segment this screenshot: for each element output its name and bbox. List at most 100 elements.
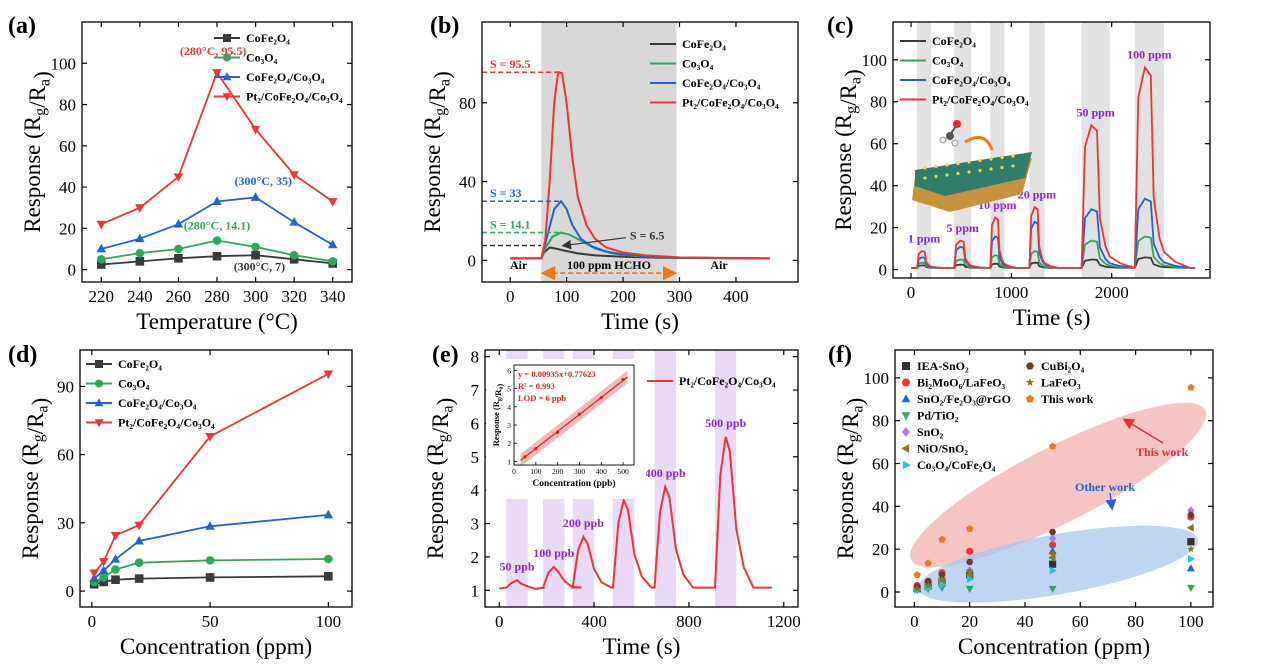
x-tick-label: 40 <box>1016 612 1033 631</box>
annotation: (280°C, 14.1) <box>184 218 250 232</box>
inset-y-tick-label: 1 <box>507 457 511 466</box>
data-point <box>134 558 144 567</box>
data-point <box>174 244 183 254</box>
data-point <box>205 556 215 565</box>
data-point <box>965 585 974 594</box>
data-point <box>1049 541 1057 549</box>
data-point <box>1187 545 1195 553</box>
y-tick-label: 40 <box>870 177 887 196</box>
legend-label: CoFe₂O₄/Co₃O₄ <box>118 396 197 410</box>
y-axis-label: Response (Rg/Ra) <box>420 71 455 233</box>
panel-b: S = 95.5 S = 33 S = 14.1 S = 6.5 100 ppm HCH… <box>420 21 799 334</box>
panel-label: (f) <box>828 342 852 368</box>
y-tick-label: 40 <box>459 173 476 192</box>
data-point <box>205 432 215 442</box>
legend-marker <box>223 34 231 42</box>
inset-x-tick-label: 200 <box>552 467 564 476</box>
legend-marker <box>222 93 232 102</box>
legend-marker <box>901 394 911 403</box>
data-point <box>1049 566 1057 575</box>
x-tick-label: 0 <box>495 612 504 631</box>
y-tick-label: 40 <box>59 178 76 197</box>
y-tick-label: 40 <box>872 497 889 516</box>
atom-dot <box>934 174 938 179</box>
atom-dot <box>1011 164 1015 168</box>
x-tick-label: 50 <box>202 612 219 631</box>
legend-label: Co₃O₄ <box>682 57 714 71</box>
data-point <box>134 521 144 531</box>
y-tick-label: 80 <box>459 94 476 113</box>
panel-label: (a) <box>8 13 36 39</box>
response-curve-Pt2/CoFe2O4/Co3O4 <box>911 65 1195 269</box>
legend-marker <box>902 378 910 387</box>
y-tick-label: 4 <box>471 481 480 500</box>
response-curve <box>499 436 772 590</box>
y-tick-label: 20 <box>872 540 889 559</box>
data-point <box>205 573 215 582</box>
inset-data-point <box>621 377 625 382</box>
x-tick-label: 300 <box>667 287 693 306</box>
atom-dot <box>945 163 949 167</box>
x-tick-label: 100 <box>554 287 580 306</box>
exposure-band <box>715 350 737 607</box>
legend-label: Co₃O₄ <box>932 54 964 68</box>
concentration-label: 50 ppb <box>499 559 534 573</box>
x-tick-label: 20 <box>961 612 978 631</box>
atom-dot <box>989 167 993 171</box>
concentration-label: 200 ppb <box>563 516 604 530</box>
x-axis-label: Time (s) <box>601 309 679 334</box>
legend-marker <box>95 379 103 388</box>
legend-label: Pt₂/CoFe₂O₄/Co₃O₄ <box>932 93 1029 107</box>
y-tick-label: 100 <box>51 54 77 73</box>
data-point <box>134 574 144 583</box>
legend-label: Pt₂/CoFe₂O₄/Co₃O₄ <box>682 96 779 110</box>
data-point <box>1048 549 1057 557</box>
y-tick-label: 0 <box>68 261 77 280</box>
exposure-region <box>541 22 677 282</box>
legend-label: Pt₂/CoFe₂O₄/Co₃O₄ <box>118 416 215 430</box>
y-tick-label: 0 <box>881 583 890 602</box>
data-point <box>96 220 107 230</box>
x-tick-label: 1200 <box>767 612 801 631</box>
inset-y-tick-label: 3 <box>507 421 511 430</box>
inset-x-tick-label: 400 <box>596 467 608 476</box>
data-point <box>212 236 222 245</box>
annotation: (300°C, 35) <box>235 174 292 188</box>
atom-dot <box>989 157 993 161</box>
plot-frame <box>484 349 799 608</box>
legend-label: CoFe₂O₄/Co₃O₄ <box>246 70 325 84</box>
concentration-label: 100 ppb <box>533 546 574 560</box>
atom-dot <box>945 173 949 177</box>
data-point <box>99 573 108 582</box>
data-point <box>323 370 334 380</box>
inset-x-tick-label: 0 <box>512 467 516 476</box>
peak-label: S = 95.5 <box>490 57 531 71</box>
inset-y-tick-label: 6 <box>507 366 511 375</box>
atom-dot <box>956 161 960 166</box>
data-point <box>1049 442 1057 450</box>
legend-label: CoFe₂O₄/Co₃O₄ <box>682 76 761 90</box>
data-point <box>1186 584 1195 593</box>
legend-label: SnO₂/Fe₂O₃@rGO <box>917 392 1011 406</box>
y-tick-label: 60 <box>57 446 74 465</box>
plot-frame <box>481 21 799 283</box>
plot-frame <box>892 21 1211 279</box>
data-point <box>1187 538 1195 546</box>
x-tick-label: 340 <box>320 287 346 306</box>
data-point <box>212 196 222 205</box>
x-tick-label: 0 <box>506 287 515 306</box>
data-point <box>1048 585 1057 594</box>
data-point <box>924 581 932 589</box>
legend-marker <box>901 412 911 421</box>
panel-f: 0 20 40 60 80 100 0 20 40 60 80 100 Concentration (p… <box>833 349 1214 659</box>
data-point <box>110 554 121 563</box>
atom-dot <box>1000 155 1004 160</box>
legend-label: CoFe₂O₄/Co₃O₄ <box>932 73 1011 87</box>
data-point <box>289 171 299 180</box>
annotation: This work <box>1136 445 1189 459</box>
atom-dot <box>1011 154 1015 158</box>
x-tick-label: 400 <box>581 612 607 631</box>
